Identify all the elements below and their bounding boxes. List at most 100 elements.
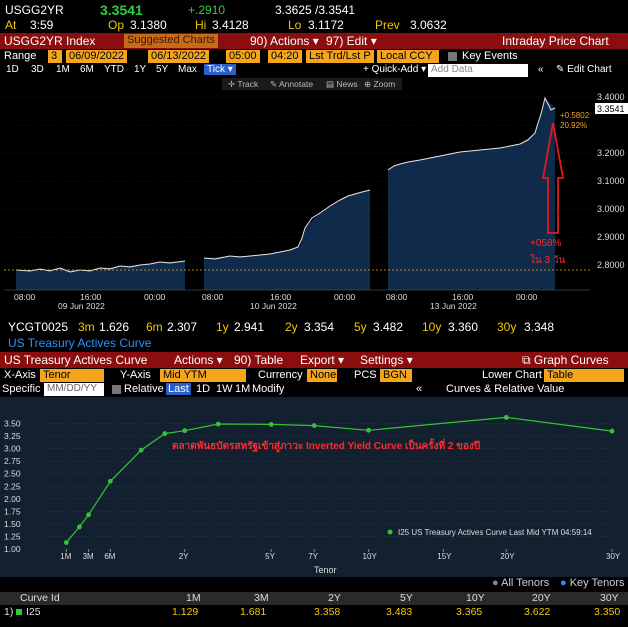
table-row[interactable]: 1) I25 1.129 1.681 3.358 3.483 3.365 3.6… (0, 606, 628, 620)
y-axis-select[interactable]: Mid YTM (160, 369, 246, 382)
lo-label: Lo (288, 18, 302, 32)
curve-y-axis: 3.50 3.25 3.00 2.75 2.50 2.25 2.00 1.75 1.50 1.25… (4, 419, 21, 554)
x-axis-select[interactable]: Tenor (40, 369, 104, 382)
period-3d[interactable]: 3D (31, 64, 44, 75)
curve-x-tick: 7Y (308, 552, 318, 561)
period-1m-curve[interactable]: 1M (235, 383, 251, 395)
curve-subtitle: US Treasury Actives Curve (8, 336, 152, 350)
x-axis-intraday: 08:00 16:00 00:00 08:00 16:00 00:00 08:0… (14, 292, 538, 310)
period-ytd[interactable]: YTD (104, 64, 124, 75)
change-percent: 20.92% (560, 121, 587, 130)
key-events-checkbox[interactable] (448, 52, 457, 61)
axis-bar: X-Axis Tenor Y-Axis Mid YTM Currency Non… (0, 369, 628, 383)
zoom-tool[interactable]: ⊕ Zoom (364, 79, 395, 89)
curve-point (215, 421, 221, 427)
currency-field[interactable]: None (307, 369, 337, 382)
tick-select[interactable]: Tick ▾ (204, 64, 236, 75)
period-last[interactable]: Last (166, 383, 191, 395)
curve-y-tick: 3.25 (4, 431, 21, 441)
at-label: At (5, 18, 17, 32)
curve-y-tick: 2.00 (4, 494, 21, 504)
curve-x-tick: 10Y (363, 552, 378, 561)
curve-point (182, 428, 188, 434)
chart-toolbar: USGG2YR Index Suggested Charts 90) Actio… (0, 33, 628, 49)
currency-select[interactable]: Local CCY (377, 50, 439, 63)
x-tick-08-d2: 08:00 (202, 292, 224, 302)
date-from[interactable]: 06/09/2022 (66, 50, 128, 63)
table-button[interactable]: 90) Table (234, 353, 284, 367)
modify-button[interactable]: Modify (252, 383, 285, 395)
edit-menu[interactable]: 97) Edit ▾ (326, 34, 377, 48)
curve-x-tick: 30Y (606, 552, 621, 561)
col-5y: 5Y (400, 592, 413, 604)
graph-curves-button[interactable]: ⧉ Graph Curves (522, 353, 609, 368)
row-curve-id[interactable]: I25 (26, 606, 41, 618)
tenor-10y-value: 3.360 (448, 320, 479, 334)
curve-point (63, 540, 69, 545)
period-5y[interactable]: 5Y (156, 64, 169, 75)
security-field[interactable]: USGG2YR Index (4, 34, 96, 48)
intraday-line-day2 (203, 189, 371, 260)
cell-5y: 3.483 (386, 606, 413, 618)
y-tick-3.20: 3.2000 (597, 148, 625, 158)
curve-point (107, 478, 113, 484)
red-arrow-annotation (541, 122, 565, 234)
track-tool[interactable]: ✛ Track (228, 79, 259, 89)
curve-y-tick: 1.00 (4, 544, 21, 554)
edit-chart-button[interactable]: ✎ Edit Chart (556, 64, 612, 75)
add-data-input[interactable]: Add Data (428, 64, 528, 77)
key-tenors-option[interactable]: ● Key Tenors (560, 577, 625, 589)
export-menu[interactable]: Export ▾ (300, 353, 345, 367)
date-to[interactable]: 06/13/2022 (148, 50, 210, 63)
pcs-field[interactable]: BGN (380, 369, 412, 382)
table-header: Curve Id 1M 3M 2Y 5Y 10Y 20Y 30Y (0, 592, 628, 605)
period-1w-curve[interactable]: 1W (216, 383, 233, 395)
last-value-label: 3.3541 (597, 104, 625, 114)
period-6m[interactable]: 6M (80, 64, 94, 75)
period-1d[interactable]: 1D (6, 64, 19, 75)
last-trade-select[interactable]: Lst Trd/Lst P (306, 50, 374, 63)
period-1y[interactable]: 1Y (134, 64, 147, 75)
relative-checkbox[interactable] (112, 385, 121, 394)
actions-menu[interactable]: 90) Actions ▾ (250, 34, 319, 48)
col-1m: 1M (186, 592, 201, 604)
curve-y-tick: 1.50 (4, 519, 21, 529)
specific-date-input[interactable]: MM/DD/YY (44, 383, 104, 396)
intraday-chart[interactable]: ✛ Track ✎ Annotate ▤ News ⊕ Zoom 3.4000 … (0, 78, 628, 310)
tenor-3m-value: 1.626 (99, 320, 130, 334)
cell-1m: 1.129 (172, 606, 199, 618)
collapse-icon[interactable]: « (538, 64, 544, 75)
quick-add-button[interactable]: + Quick-Add ▾ (363, 64, 427, 75)
popout-icon: ⧉ (522, 353, 531, 367)
lower-chart-select[interactable]: Table (544, 369, 624, 382)
collapse-curve-icon[interactable]: « (416, 383, 423, 395)
suggested-charts-button[interactable]: Suggested Charts (124, 34, 219, 48)
curve-points (63, 415, 615, 545)
period-1m[interactable]: 1M (56, 64, 70, 75)
range-number[interactable]: 3 (48, 50, 62, 63)
x-date-3: 13 Jun 2022 (430, 301, 477, 310)
time-from[interactable]: 05:00 (226, 50, 260, 63)
x-tick-16-d1: 16:00 (80, 292, 102, 302)
tenor-6m-value: 2.307 (167, 320, 198, 334)
yield-curve-chart[interactable]: 3.50 3.25 3.00 2.75 2.50 2.25 2.00 1.75 1.50 1.25… (0, 397, 628, 577)
relative-label: Relative (124, 383, 164, 395)
all-tenors-option[interactable]: ● All Tenors (492, 577, 549, 589)
curves-panel-title: Curves & Relative Value (446, 383, 565, 395)
quote-header: USGG2YR 3.3541 +.2910 3.3625 /3.3541 At … (0, 0, 628, 32)
curve-name-field[interactable]: US Treasury Actives Curve (4, 353, 148, 367)
curve-actions-menu[interactable]: Actions ▾ (174, 353, 223, 367)
cell-10y: 3.365 (456, 606, 483, 618)
annotate-tool[interactable]: ✎ Annotate (270, 79, 313, 89)
x-tick-16-d3: 16:00 (452, 292, 474, 302)
period-1d-curve[interactable]: 1D (196, 383, 211, 395)
curve-point (138, 447, 144, 453)
curve-x-axis: 1M 3M 6M 2Y 5Y 7Y 10Y 15Y 20Y 30Y (60, 549, 621, 561)
news-tool[interactable]: ▤ News (326, 79, 358, 89)
cell-30y: 3.350 (594, 606, 621, 618)
x-date-2: 10 Jun 2022 (250, 301, 297, 310)
x-tick-08-d1: 08:00 (14, 292, 36, 302)
settings-menu[interactable]: Settings ▾ (360, 353, 413, 367)
period-max[interactable]: Max (178, 64, 197, 75)
time-to[interactable]: 04:20 (268, 50, 302, 63)
